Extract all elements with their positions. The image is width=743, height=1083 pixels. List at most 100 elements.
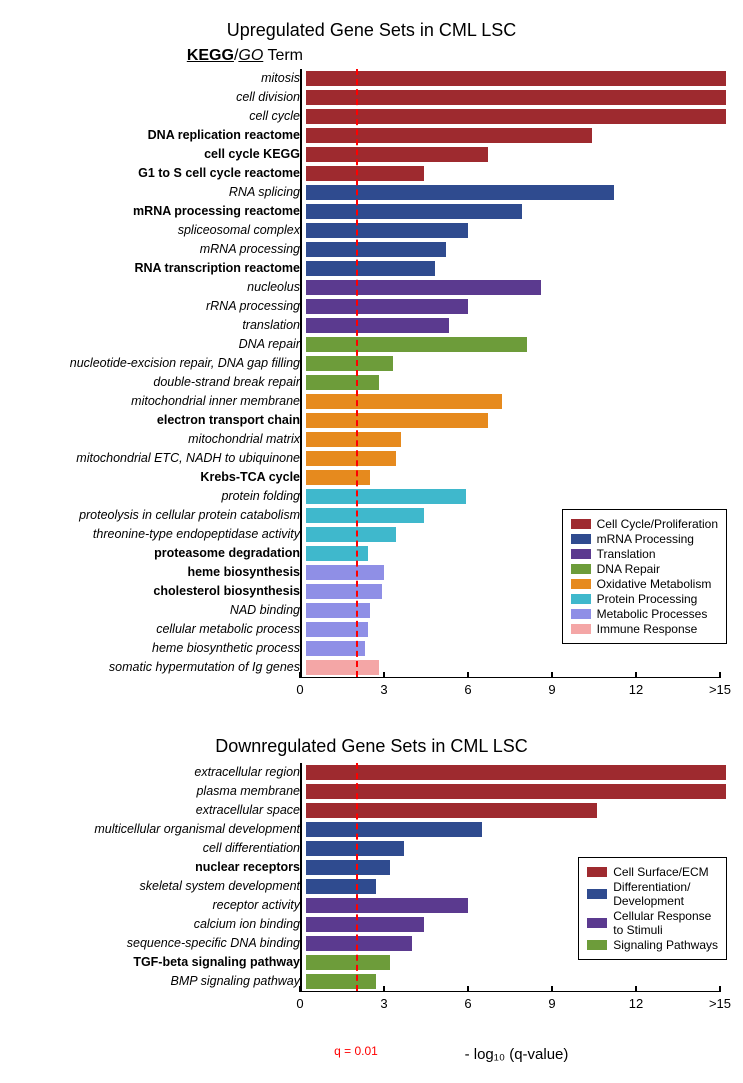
bar-row: cell differentiation (10, 839, 733, 858)
bar-row: electron transport chain (10, 411, 733, 430)
bar-label: skeletal system development (10, 880, 306, 893)
bar-label: mitochondrial ETC, NADH to ubiquinone (10, 452, 306, 465)
legend-swatch (571, 564, 591, 574)
legend-item: Immune Response (571, 622, 718, 636)
bar-plot-area (306, 259, 733, 278)
bar-label: proteolysis in cellular protein cataboli… (10, 509, 306, 522)
bar-row: mitochondrial ETC, NADH to ubiquinone (10, 449, 733, 468)
bar (306, 90, 726, 105)
bar-label: proteasome degradation (10, 547, 306, 560)
bar-label: rRNA processing (10, 300, 306, 313)
bar-row: extracellular region (10, 763, 733, 782)
bar-plot-area (306, 88, 733, 107)
bar (306, 71, 726, 86)
axis-tick-label: >15 (709, 996, 731, 1011)
bar-label: RNA transcription reactome (10, 262, 306, 275)
up-x-axis: 036912>15 (300, 677, 720, 708)
axis-tick (719, 672, 721, 678)
bar-label: plasma membrane (10, 785, 306, 798)
axis-tick-label: 3 (380, 682, 387, 697)
bar (306, 109, 726, 124)
bar-label: nucleolus (10, 281, 306, 294)
bar (306, 432, 401, 447)
bar-label: Krebs-TCA cycle (10, 471, 306, 484)
bar-label: protein folding (10, 490, 306, 503)
legend-swatch (571, 609, 591, 619)
legend-label: Metabolic Processes (597, 607, 708, 621)
bar-plot-area (306, 354, 733, 373)
bar-label: mRNA processing (10, 243, 306, 256)
bar-row: mitochondrial matrix (10, 430, 733, 449)
bar-row: extracellular space (10, 801, 733, 820)
legend-label: mRNA Processing (597, 532, 694, 546)
axis-tick (551, 986, 553, 992)
bar (306, 917, 424, 932)
bar-plot-area (306, 221, 733, 240)
bar (306, 451, 396, 466)
bar (306, 565, 384, 580)
kegg-go-subtitle: KEGG/GO Term (10, 47, 733, 65)
bar-label: somatic hypermutation of Ig genes (10, 661, 306, 674)
down-threshold-line (356, 763, 358, 991)
bar-label: DNA repair (10, 338, 306, 351)
axis-tick-label: 6 (464, 996, 471, 1011)
up-legend: Cell Cycle/ProliferationmRNA ProcessingT… (562, 509, 727, 644)
axis-tick-label: 12 (629, 996, 643, 1011)
up-chart: mitosiscell divisioncell cycleDNA replic… (10, 69, 733, 677)
legend-label: Oxidative Metabolism (597, 577, 712, 591)
bar (306, 147, 488, 162)
legend-swatch (587, 889, 607, 899)
down-x-axis: 036912>15 (300, 991, 720, 1022)
legend-item: Signaling Pathways (587, 938, 718, 952)
axis-tick (467, 672, 469, 678)
bar (306, 204, 522, 219)
legend-swatch (571, 519, 591, 529)
bar-row: G1 to S cell cycle reactome (10, 164, 733, 183)
bar-label: TGF-beta signaling pathway (10, 956, 306, 969)
down-chart: extracellular region plasma membrane extra… (10, 763, 733, 991)
legend-swatch (571, 549, 591, 559)
axis-tick-label: 6 (464, 682, 471, 697)
bar-label: cellular metabolic process (10, 623, 306, 636)
bar-label: nucleotide-excision repair, DNA gap fill… (10, 357, 306, 370)
bar-row: protein folding (10, 487, 733, 506)
legend-item: Cell Cycle/Proliferation (571, 517, 718, 531)
legend-item: mRNA Processing (571, 532, 718, 546)
bar (306, 660, 379, 675)
bar (306, 841, 404, 856)
legend-label: Cell Cycle/Proliferation (597, 517, 718, 531)
bar-plot-area (306, 801, 733, 820)
axis-tick-label: 9 (548, 996, 555, 1011)
bar-plot-area (306, 449, 733, 468)
bar-plot-area (306, 411, 733, 430)
bar-label: threonine-type endopeptidase activity (10, 528, 306, 541)
bar (306, 128, 592, 143)
bar-row: translation (10, 316, 733, 335)
bar-row: mRNA processing reactome (10, 202, 733, 221)
axis-tick (467, 986, 469, 992)
bar-label: extracellular region (10, 766, 306, 779)
bar-label: heme biosynthesis (10, 566, 306, 579)
bar-plot-area (306, 487, 733, 506)
bar (306, 318, 449, 333)
bar (306, 261, 435, 276)
bar (306, 546, 368, 561)
up-y-axis (300, 69, 302, 677)
bar (306, 394, 502, 409)
bar-row: DNA replication reactome (10, 126, 733, 145)
bar-row: somatic hypermutation of Ig genes (10, 658, 733, 677)
legend-swatch (571, 594, 591, 604)
legend-item: Cell Surface/ECM (587, 865, 718, 879)
axis-tick-label: >15 (709, 682, 731, 697)
kegg-label: KEGG (187, 47, 234, 64)
bar-label: BMP signaling pathway (10, 975, 306, 988)
legend-swatch (571, 534, 591, 544)
bar-label: mitosis (10, 72, 306, 85)
bar-label: multicellular organismal development (10, 823, 306, 836)
bar (306, 508, 424, 523)
bar (306, 356, 393, 371)
bar (306, 242, 446, 257)
bar (306, 185, 614, 200)
bar-plot-area (306, 335, 733, 354)
bar-plot-area (306, 972, 733, 991)
